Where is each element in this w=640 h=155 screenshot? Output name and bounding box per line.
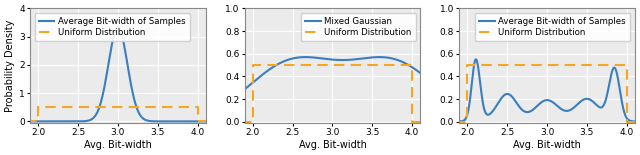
Y-axis label: Probability Density: Probability Density — [5, 19, 15, 112]
Line: Average Bit-width of Samples: Average Bit-width of Samples — [456, 59, 639, 122]
Mixed Gaussian — [301, 56, 309, 58]
Uniform Distribution — [237, 121, 244, 123]
Average Bit-width of Samples — [202, 120, 210, 122]
Uniform Distribution — [420, 121, 428, 123]
Uniform Distribution — [623, 64, 630, 66]
Mixed Gaussian — [397, 60, 404, 62]
Uniform Distribution — [205, 120, 213, 122]
Uniform Distribution — [408, 121, 416, 123]
Uniform Distribution — [35, 120, 42, 122]
Uniform Distribution — [249, 64, 257, 66]
Average Bit-width of Samples — [100, 85, 108, 87]
Line: Average Bit-width of Samples: Average Bit-width of Samples — [26, 27, 209, 121]
Legend: Mixed Gaussian, Uniform Distribution: Mixed Gaussian, Uniform Distribution — [301, 13, 416, 41]
Average Bit-width of Samples — [611, 68, 619, 70]
X-axis label: Avg. Bit-width: Avg. Bit-width — [84, 140, 152, 150]
Average Bit-width of Samples — [93, 113, 100, 115]
Average Bit-width of Samples — [114, 27, 122, 28]
Uniform Distribution — [463, 64, 471, 66]
Mixed Gaussian — [258, 74, 266, 76]
Uniform Distribution — [35, 106, 42, 108]
X-axis label: Avg. Bit-width: Avg. Bit-width — [298, 140, 367, 150]
Average Bit-width of Samples — [472, 58, 480, 60]
Average Bit-width of Samples — [54, 120, 62, 122]
Legend: Average Bit-width of Samples, Uniform Distribution: Average Bit-width of Samples, Uniform Di… — [35, 13, 190, 41]
Average Bit-width of Samples — [22, 120, 30, 122]
Uniform Distribution — [463, 121, 471, 123]
Average Bit-width of Samples — [522, 111, 530, 113]
Uniform Distribution — [408, 64, 416, 66]
Uniform Distribution — [452, 121, 460, 123]
Mixed Gaussian — [307, 56, 315, 58]
Mixed Gaussian — [269, 66, 276, 68]
Average Bit-width of Samples — [44, 120, 51, 122]
Line: Mixed Gaussian: Mixed Gaussian — [241, 57, 424, 92]
Line: Uniform Distribution: Uniform Distribution — [241, 65, 424, 122]
Average Bit-width of Samples — [472, 59, 480, 61]
X-axis label: Avg. Bit-width: Avg. Bit-width — [513, 140, 581, 150]
Uniform Distribution — [623, 121, 630, 123]
Mixed Gaussian — [417, 72, 424, 74]
Average Bit-width of Samples — [635, 121, 640, 123]
Average Bit-width of Samples — [205, 120, 213, 122]
Uniform Distribution — [22, 120, 30, 122]
Uniform Distribution — [249, 121, 257, 123]
Mixed Gaussian — [420, 75, 428, 77]
Mixed Gaussian — [237, 91, 244, 93]
Line: Uniform Distribution: Uniform Distribution — [26, 107, 209, 121]
Uniform Distribution — [194, 106, 202, 108]
Average Bit-width of Samples — [530, 108, 538, 110]
Uniform Distribution — [194, 120, 202, 122]
Average Bit-width of Samples — [483, 114, 491, 116]
Average Bit-width of Samples — [182, 120, 190, 122]
Average Bit-width of Samples — [452, 121, 460, 123]
Mixed Gaussian — [316, 57, 323, 59]
Average Bit-width of Samples — [631, 121, 639, 122]
Line: Uniform Distribution: Uniform Distribution — [456, 65, 639, 122]
Legend: Average Bit-width of Samples, Uniform Distribution: Average Bit-width of Samples, Uniform Di… — [475, 13, 630, 41]
Uniform Distribution — [635, 121, 640, 123]
